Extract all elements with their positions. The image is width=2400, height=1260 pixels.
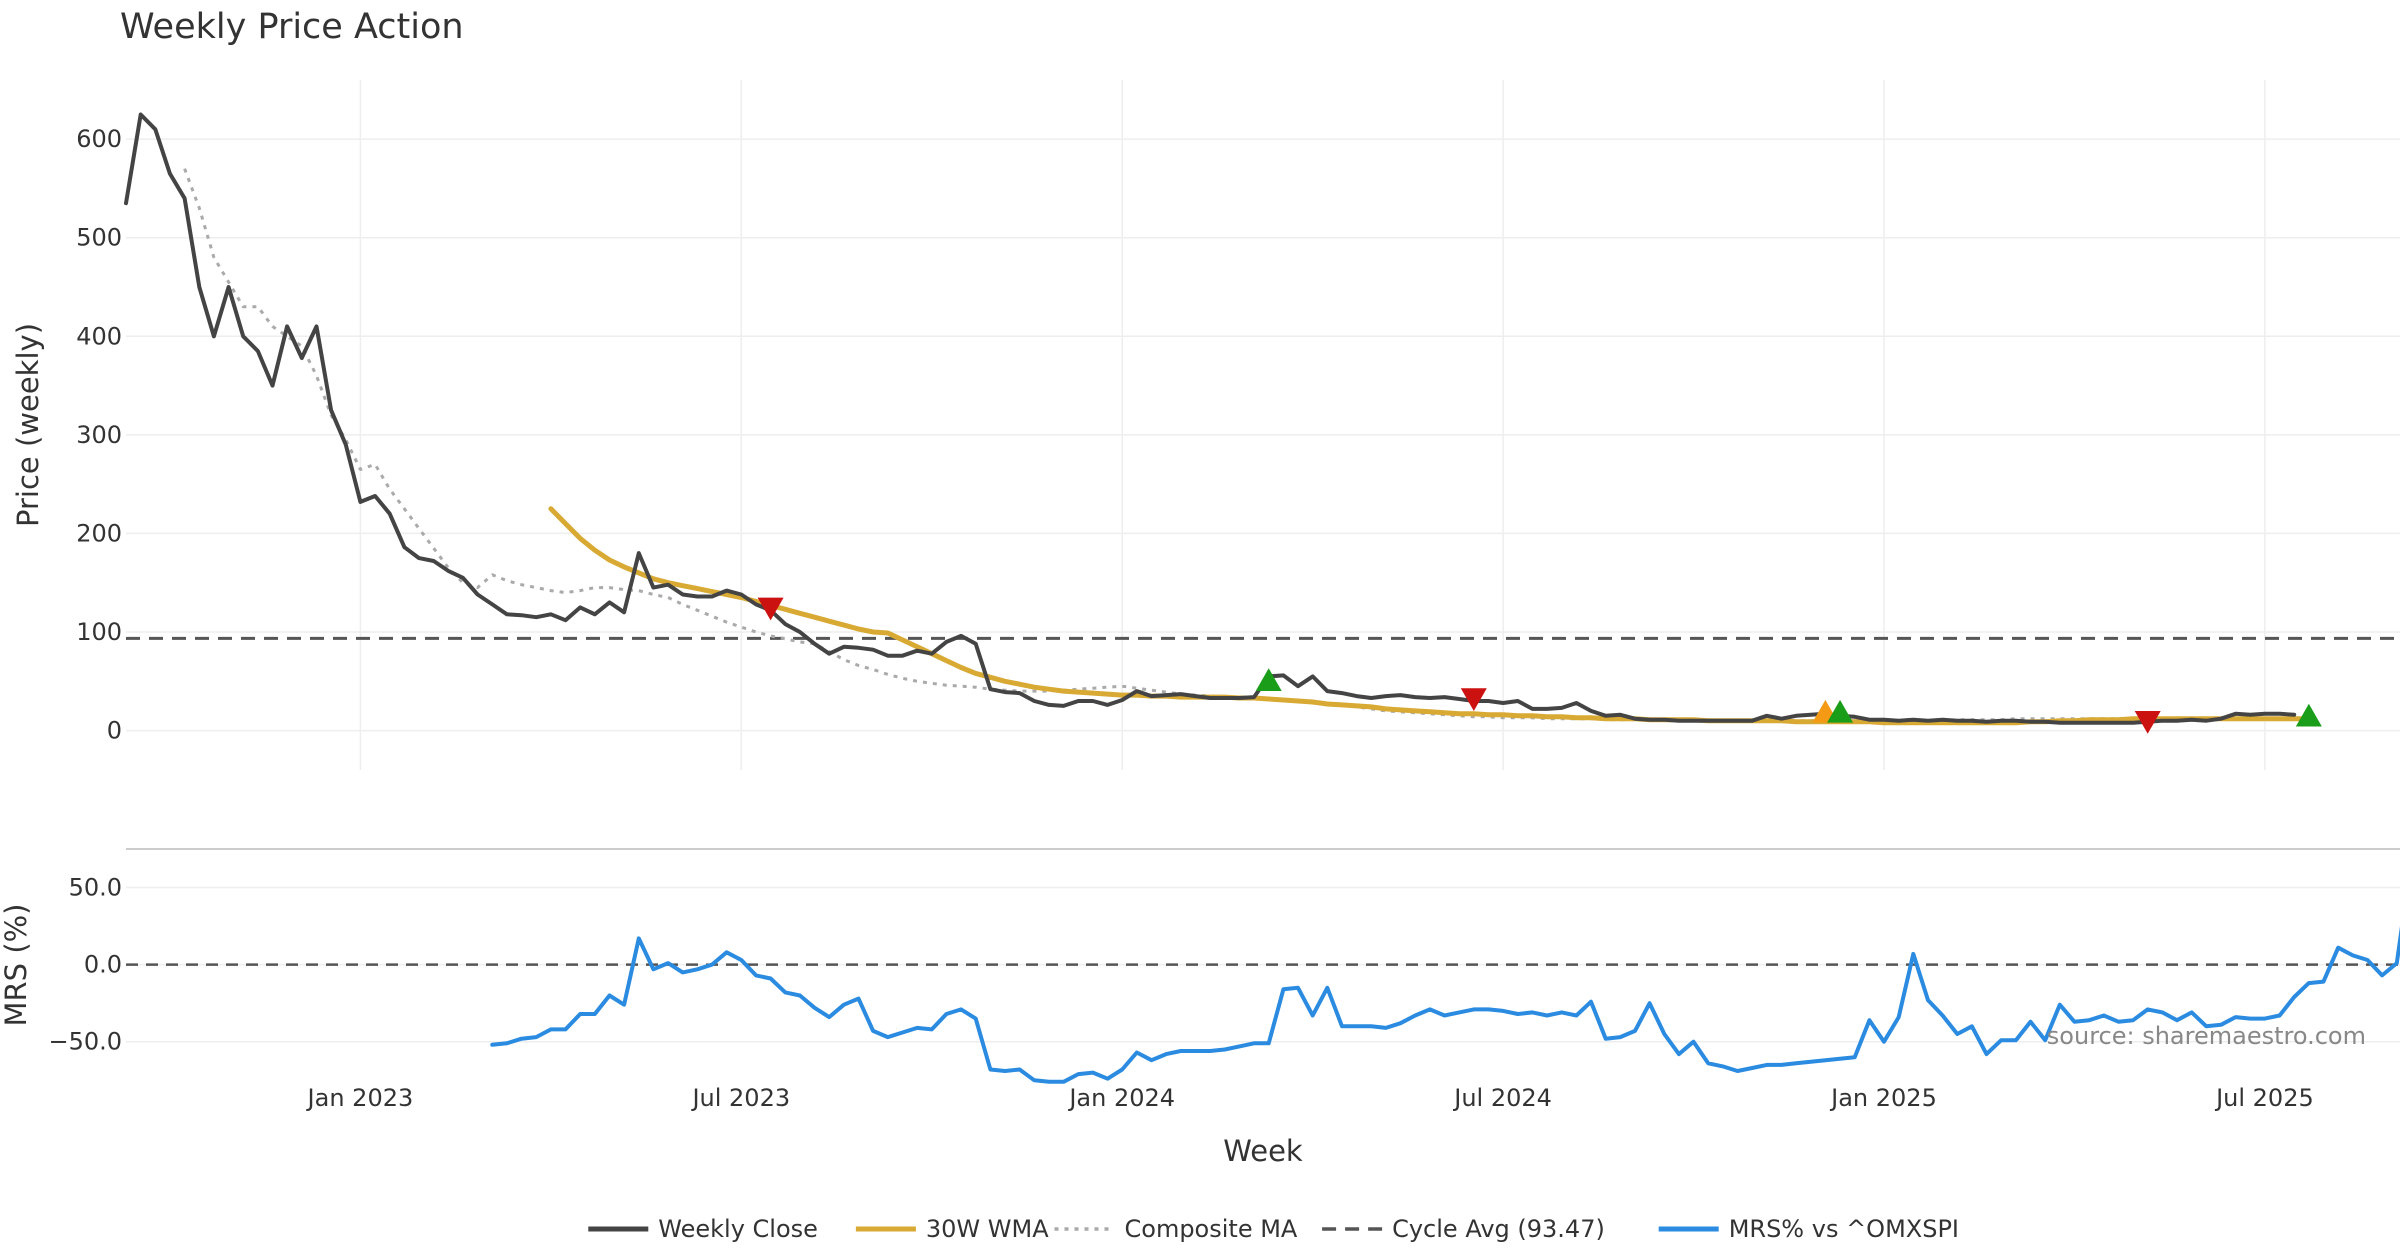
chart-title: Weekly Price Action bbox=[120, 7, 464, 47]
marker-buy-1 bbox=[1255, 668, 1282, 692]
price-gridlines bbox=[126, 80, 2400, 770]
price-series-group bbox=[124, 112, 2400, 726]
legend-label-weekly-close: Weekly Close bbox=[658, 1215, 818, 1243]
marker-sell-2 bbox=[1460, 688, 1487, 712]
signal-markers bbox=[757, 597, 2322, 734]
marker-buy-6 bbox=[2295, 703, 2322, 727]
mrs-series-group bbox=[126, 926, 2400, 1084]
mrs-y-tick-label: 0.0 bbox=[84, 951, 122, 979]
price-y-tick-label: 600 bbox=[76, 125, 122, 153]
legend: Weekly Close 30W WMA Composite MA Cycle Avg… bbox=[588, 1215, 1959, 1243]
series-30w-wma bbox=[548, 506, 2312, 726]
series-weekly-close bbox=[124, 112, 2297, 725]
price-y-tick-label: 0 bbox=[107, 717, 122, 745]
x-tick-label: Jul 2024 bbox=[1452, 1084, 1552, 1112]
mrs-y-tick-label: −50.0 bbox=[48, 1028, 122, 1056]
price-y-tick-label: 100 bbox=[76, 618, 122, 646]
x-tick-label: Jan 2023 bbox=[306, 1084, 414, 1112]
x-tick-label: Jan 2024 bbox=[1067, 1084, 1175, 1112]
price-y-axis-title: Price (weekly) bbox=[11, 323, 45, 527]
x-ticks: Jan 2023 Jul 2023 Jan 2024 Jul 2024 Jan 2025… bbox=[306, 1084, 2314, 1112]
price-y-tick-label: 200 bbox=[76, 519, 122, 547]
x-axis-title: Week bbox=[1223, 1134, 1303, 1168]
price-y-ticks: 600 500 400 300 200 100 0 bbox=[76, 125, 122, 744]
price-y-tick-label: 300 bbox=[76, 421, 122, 449]
marker-buy-4 bbox=[1827, 699, 1854, 723]
source-credit: source: sharemaestro.com bbox=[2047, 1022, 2366, 1050]
legend-label-30w-wma: 30W WMA bbox=[926, 1215, 1049, 1243]
marker-sell-5 bbox=[2134, 710, 2161, 734]
mrs-y-tick-label: 50.0 bbox=[69, 874, 122, 902]
price-y-tick-label: 400 bbox=[76, 322, 122, 350]
legend-label-cycle-avg-93-47: Cycle Avg (93.47) bbox=[1392, 1215, 1605, 1243]
marker-sell-0 bbox=[757, 597, 784, 621]
mrs-y-axis-title: MRS (%) bbox=[0, 904, 33, 1027]
x-tick-label: Jul 2025 bbox=[2214, 1084, 2314, 1112]
legend-label-mrs-vs-omxspi: MRS% vs ^OMXSPI bbox=[1729, 1215, 1959, 1243]
mrs-y-ticks: 50.0 0.0 −50.0 bbox=[48, 874, 122, 1056]
legend-label-composite-ma: Composite MA bbox=[1125, 1215, 1298, 1243]
x-tick-label: Jan 2025 bbox=[1829, 1084, 1937, 1112]
x-tick-label: Jul 2023 bbox=[690, 1084, 790, 1112]
price-y-tick-label: 500 bbox=[76, 224, 122, 252]
series-mrs-vs-omxspi bbox=[490, 926, 2400, 1084]
